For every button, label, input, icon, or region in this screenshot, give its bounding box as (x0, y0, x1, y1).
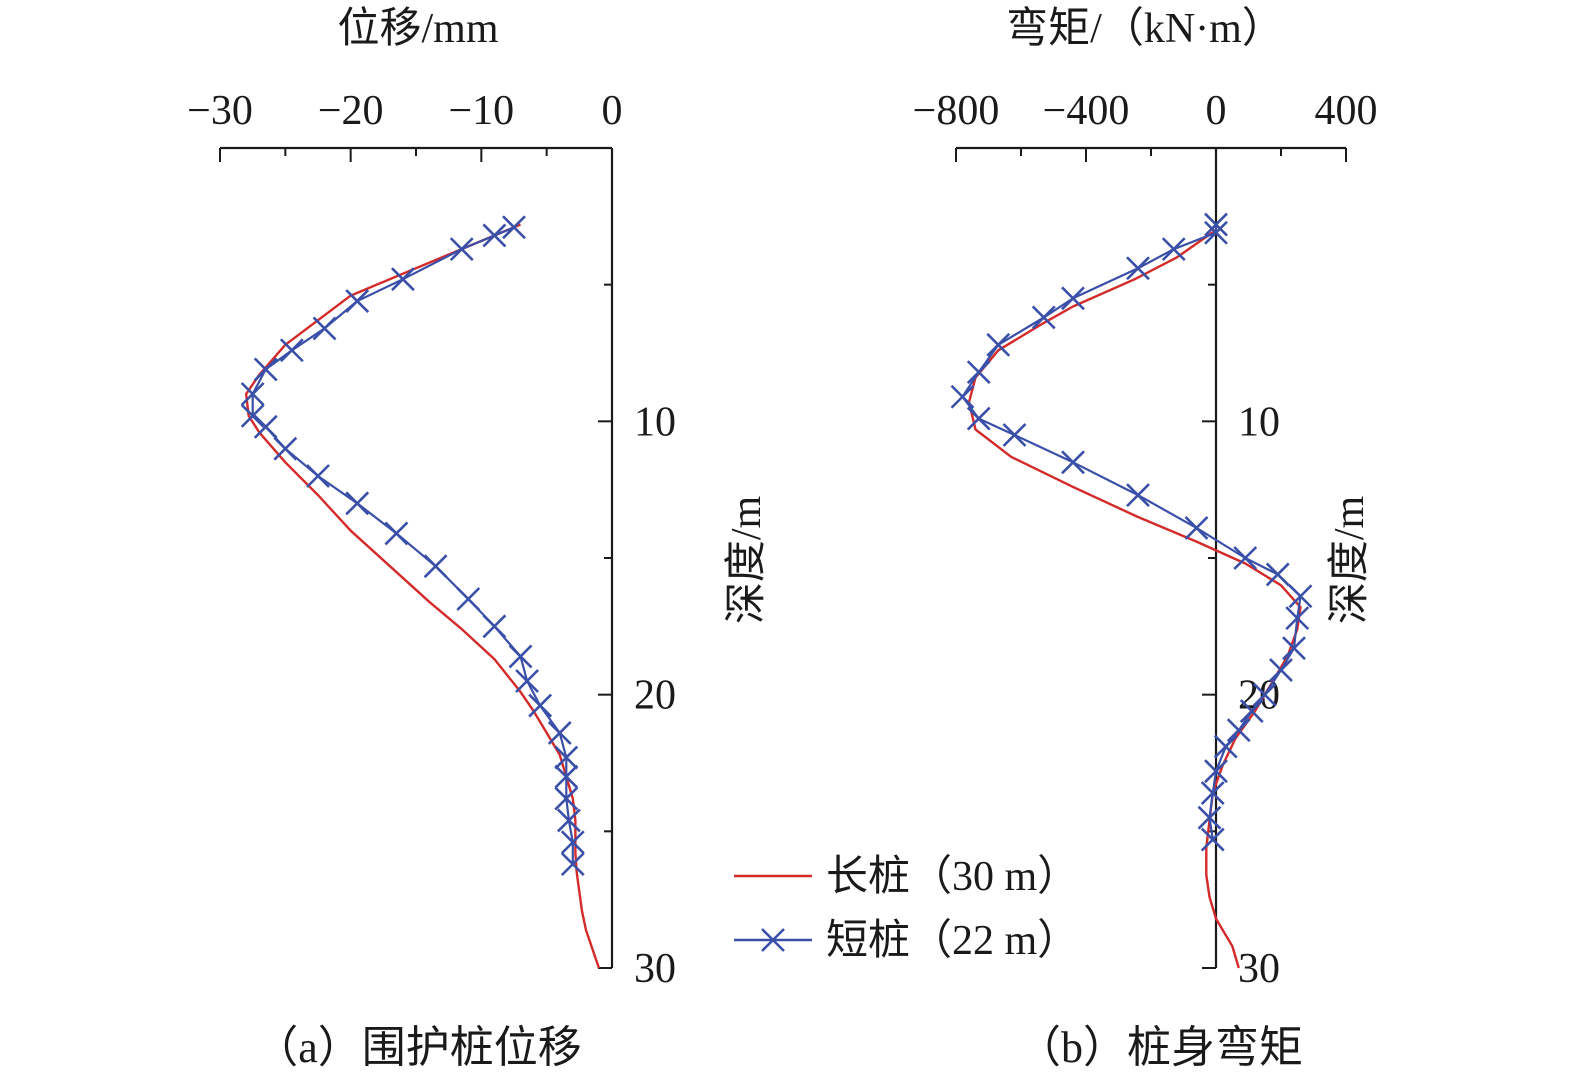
short-pile-point (1061, 450, 1085, 475)
x-tick-label: 0 (602, 88, 623, 134)
short-pile-point (986, 332, 1011, 357)
short-pile-point (456, 587, 481, 611)
short-pile-point (1282, 636, 1306, 661)
short-pile-point (279, 338, 304, 363)
short-pile-point (1002, 423, 1027, 447)
short-pile-point (1126, 483, 1150, 508)
panel-a-displacement: 位移/mm −30 −20 −10 0 10 20 30 深度/m （a）围护桩位移 (187, 5, 770, 1072)
short-pile-point (1204, 759, 1228, 784)
short-pile-point (1161, 237, 1186, 262)
panel-b-y-axis-label: 深度/m (1327, 496, 1373, 625)
short-pile-point (508, 644, 533, 669)
panel-a-x-axis-label: 位移/mm (337, 5, 498, 52)
panel-b-series (950, 212, 1313, 969)
x-tick-label: −10 (448, 88, 514, 134)
short-pile-point (554, 745, 579, 770)
short-pile-point (240, 382, 265, 406)
legend-long-pile-label: 长桩（30 m） (826, 854, 1079, 900)
short-pile-point (556, 808, 581, 833)
long-pile-line (244, 223, 601, 969)
short-pile-point (482, 223, 507, 248)
short-pile-point (560, 830, 585, 855)
short-pile-point (240, 403, 265, 428)
short-pile-point (391, 267, 415, 292)
short-pile-point (253, 414, 278, 439)
short-pile-point (1204, 212, 1228, 237)
y-tick-label: 20 (634, 673, 676, 719)
short-pile-point (966, 360, 991, 385)
legend: 长桩（30 m） 短桩（22 m） (734, 854, 1079, 964)
short-pile-point (345, 491, 370, 516)
panel-a-axes (219, 146, 614, 969)
short-pile-point (482, 614, 507, 639)
short-pile-point (1061, 286, 1085, 311)
short-pile-point (449, 237, 474, 262)
short-pile-point (554, 786, 579, 811)
short-pile-point (1226, 718, 1251, 743)
short-pile-point (966, 406, 991, 431)
short-pile-point (1031, 305, 1056, 330)
legend-short-pile-label: 短桩（22 m） (826, 918, 1079, 964)
short-pile-point (1269, 658, 1293, 682)
short-pile-point (1126, 256, 1150, 281)
y-tick-label: 10 (1238, 399, 1280, 445)
short-pile-point (1200, 781, 1225, 805)
short-pile-point (1239, 699, 1264, 723)
short-pile-point (1265, 562, 1290, 587)
long-pile-line (967, 229, 1302, 969)
x-tick-label: 0 (1206, 88, 1227, 134)
short-pile-line (251, 226, 574, 865)
short-pile-point (1213, 734, 1238, 759)
short-pile-point (1204, 220, 1228, 245)
short-pile-point (554, 764, 579, 789)
panel-a-series (240, 215, 601, 969)
short-pile-point (1285, 606, 1310, 631)
y-tick-label: 10 (634, 399, 676, 445)
short-pile-point (547, 721, 572, 745)
panel-a-y-axis-label: 深度/m (724, 496, 770, 625)
short-pile-point (306, 464, 330, 488)
short-pile-point (1197, 805, 1222, 830)
panel-b-x-axis-label: 弯矩/（kN·m） (1006, 5, 1284, 52)
x-tick-label: −800 (913, 88, 1000, 134)
short-pile-point (1252, 682, 1277, 707)
short-pile-point (312, 316, 337, 341)
x-marker-icon (761, 928, 785, 952)
short-pile-point (345, 289, 370, 313)
short-pile-point (384, 521, 409, 546)
short-pile-point (1288, 584, 1313, 609)
short-pile-point (1200, 827, 1225, 852)
x-tick-label: −30 (187, 88, 253, 134)
legend-x-marker (761, 928, 785, 952)
y-tick-label: 30 (1238, 946, 1280, 992)
y-tick-label: 30 (634, 946, 676, 992)
short-pile-point (1184, 516, 1209, 540)
short-pile-point (253, 357, 278, 382)
x-tick-label: 400 (1315, 88, 1378, 134)
x-tick-label: −20 (318, 88, 384, 134)
short-pile-point (1233, 546, 1258, 570)
short-pile-point (528, 693, 553, 718)
short-pile-point (950, 384, 975, 409)
panel-a-tick-labels: −30 −20 −10 0 10 20 30 (187, 88, 676, 992)
x-tick-label: −400 (1043, 88, 1130, 134)
short-pile-point (273, 436, 298, 461)
short-pile-point (515, 669, 539, 693)
short-pile-line (961, 224, 1302, 840)
panel-b-caption: （b）桩身弯矩 (1017, 1023, 1303, 1072)
short-pile-point (423, 554, 448, 579)
short-pile-point (560, 852, 585, 877)
short-pile-point (502, 215, 526, 240)
panel-a-caption: （a）围护桩位移 (254, 1023, 582, 1072)
